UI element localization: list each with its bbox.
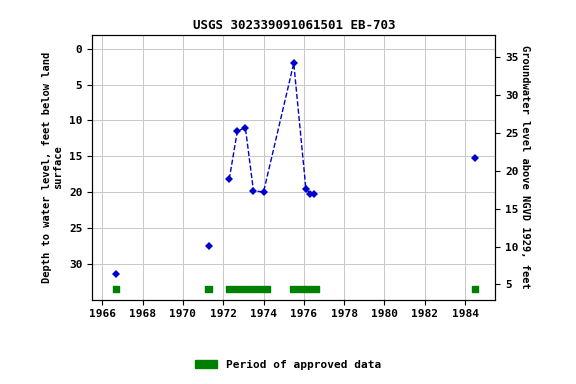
Y-axis label: Depth to water level, feet below land
surface: Depth to water level, feet below land su… (42, 51, 63, 283)
Legend: Period of approved data: Period of approved data (191, 356, 385, 375)
Y-axis label: Groundwater level above NGVD 1929, feet: Groundwater level above NGVD 1929, feet (520, 45, 530, 289)
Title: USGS 302339091061501 EB-703: USGS 302339091061501 EB-703 (192, 19, 395, 32)
